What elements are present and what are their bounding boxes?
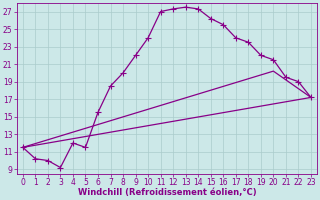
X-axis label: Windchill (Refroidissement éolien,°C): Windchill (Refroidissement éolien,°C)	[77, 188, 256, 197]
